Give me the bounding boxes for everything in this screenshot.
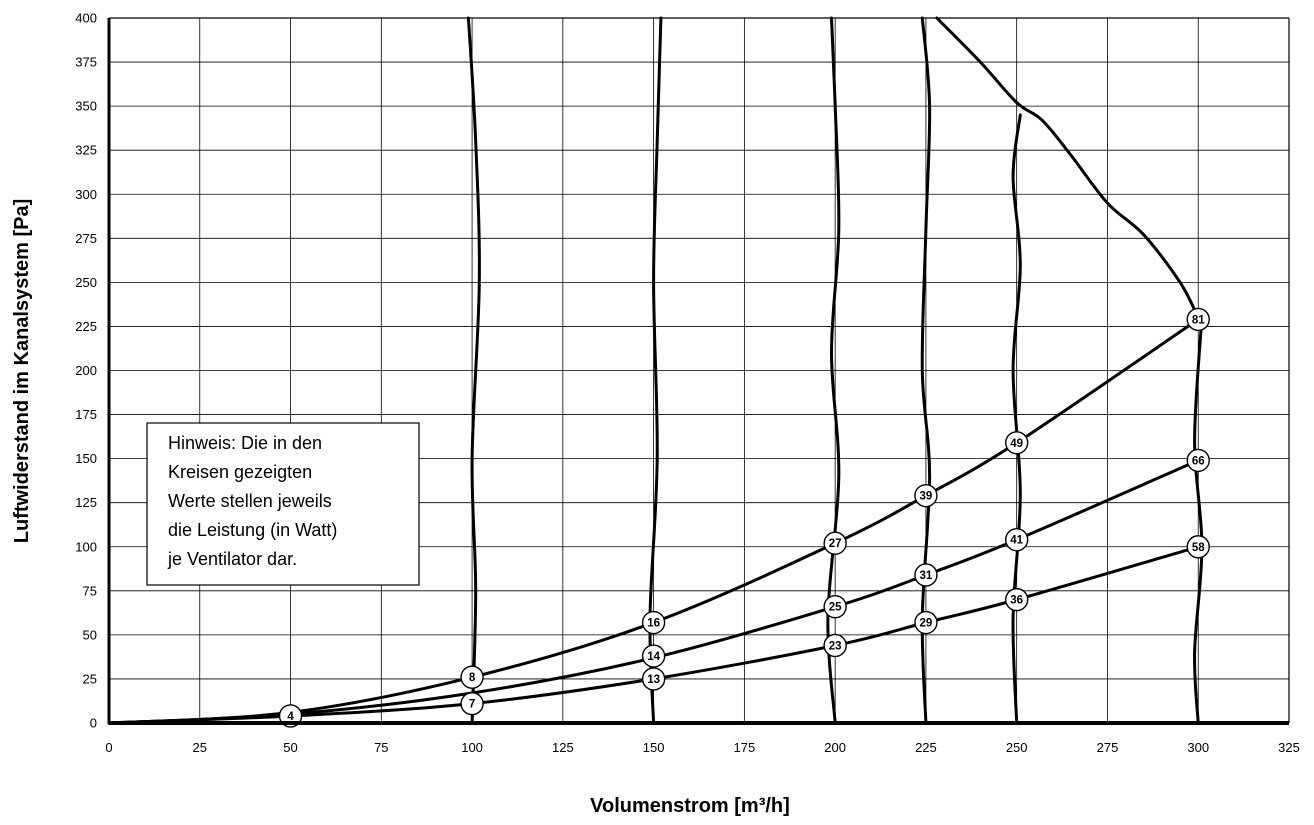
y-tick-label: 125: [75, 495, 97, 510]
marker-label: 7: [469, 699, 475, 711]
y-tick-label: 300: [75, 187, 97, 202]
y-tick-label: 150: [75, 451, 97, 466]
marker-label: 8: [469, 672, 476, 684]
x-tick-label: 100: [461, 740, 483, 755]
marker-circle: [914, 563, 938, 587]
x-axis-ticks: 0 25 50 75 100 125 150 175 200 225 250 275 300 325: [105, 740, 1299, 755]
marker-circle: [641, 667, 666, 691]
x-tick-label: 300: [1187, 740, 1209, 755]
y-axis-title: Luftwiderstand im Kanalsystem [Pa]: [11, 199, 33, 544]
y-tick-label: 25: [83, 671, 97, 686]
marker-label: 25: [829, 602, 842, 614]
marker-label: 66: [1192, 455, 1205, 467]
x-tick-label: 200: [824, 740, 846, 755]
y-tick-label: 175: [75, 407, 97, 422]
x-tick-label: 250: [1006, 740, 1028, 755]
marker-label: 31: [920, 570, 933, 582]
marker-label: 41: [1010, 535, 1023, 547]
marker-circle: [914, 483, 938, 508]
marker-label: 36: [1010, 595, 1023, 607]
marker-circle: [823, 594, 847, 619]
marker-circle: [641, 610, 666, 635]
y-tick-label: 250: [75, 275, 97, 290]
y-tick-label: 375: [75, 55, 97, 70]
marker-label: 13: [647, 674, 660, 686]
x-tick-label: 0: [105, 740, 112, 755]
note-line-5: je Ventilator dar.: [167, 549, 297, 569]
marker-label: 81: [1192, 314, 1205, 326]
y-tick-label: 400: [75, 11, 97, 26]
y-tick-label: 100: [75, 539, 97, 554]
note-line-1: Hinweis: Die in den: [168, 433, 322, 453]
x-tick-label: 50: [283, 740, 297, 755]
power-markers: 4 7 8 13 14 16 23 25 27 29 31 39 36 41 49 58 66 81: [278, 307, 1210, 728]
x-tick-label: 325: [1278, 740, 1300, 755]
marker-circle: [641, 644, 666, 668]
marker-label: 29: [920, 618, 933, 630]
x-axis-title: Volumenstrom [m³/h]: [590, 795, 790, 817]
y-tick-label: 200: [75, 363, 97, 378]
marker-circle: [1004, 431, 1029, 455]
x-tick-label: 175: [734, 740, 756, 755]
x-tick-label: 75: [374, 740, 388, 755]
marker-label: 58: [1192, 542, 1205, 554]
fan-curve: [1011, 113, 1022, 725]
marker-circle: [1186, 448, 1210, 473]
x-tick-label: 25: [193, 740, 207, 755]
y-tick-label: 275: [75, 231, 97, 246]
y-tick-label: 0: [90, 716, 97, 731]
x-tick-label: 150: [643, 740, 665, 755]
x-tick-label: 275: [1097, 740, 1119, 755]
marker-label: 49: [1010, 438, 1023, 450]
marker-circle: [823, 531, 847, 555]
marker-label: 27: [829, 538, 842, 550]
marker-label: 39: [920, 491, 933, 503]
fan-curve: [826, 16, 841, 725]
marker-label: 16: [647, 618, 660, 630]
marker-circle: [823, 633, 847, 658]
marker-circle: [914, 610, 938, 635]
note-box: Hinweis: Die in den Kreisen gezeigten We…: [146, 422, 420, 586]
marker-label: 14: [647, 651, 660, 663]
upper-limit-curve: [935, 16, 1200, 320]
note-line-2: Kreisen gezeigten: [168, 462, 312, 482]
x-tick-label: 125: [552, 740, 574, 755]
axes: [107, 17, 1290, 725]
y-tick-label: 325: [75, 143, 97, 158]
y-tick-label: 50: [83, 627, 97, 642]
marker-circle: [1004, 587, 1029, 612]
y-tick-label: 225: [75, 319, 97, 334]
marker-circle: [1186, 535, 1210, 559]
marker-circle: [1004, 528, 1029, 552]
y-axis-ticks: 0 25 50 75 100 125 150 175 200 225 250 275 300 325 350…: [75, 11, 97, 731]
note-line-3: Werte stellen jeweils: [168, 491, 332, 511]
y-tick-label: 350: [75, 99, 97, 114]
marker-label: 23: [829, 640, 842, 652]
x-tick-label: 225: [915, 740, 937, 755]
fan-curve: [466, 16, 481, 725]
note-line-4: die Leistung (in Watt): [168, 520, 337, 540]
marker-circle: [1186, 307, 1210, 332]
marker-label: 4: [287, 711, 294, 723]
marker-circle: [460, 691, 484, 716]
note-frame: [146, 422, 420, 586]
marker-circle: [460, 665, 484, 689]
y-tick-label: 75: [83, 583, 97, 598]
